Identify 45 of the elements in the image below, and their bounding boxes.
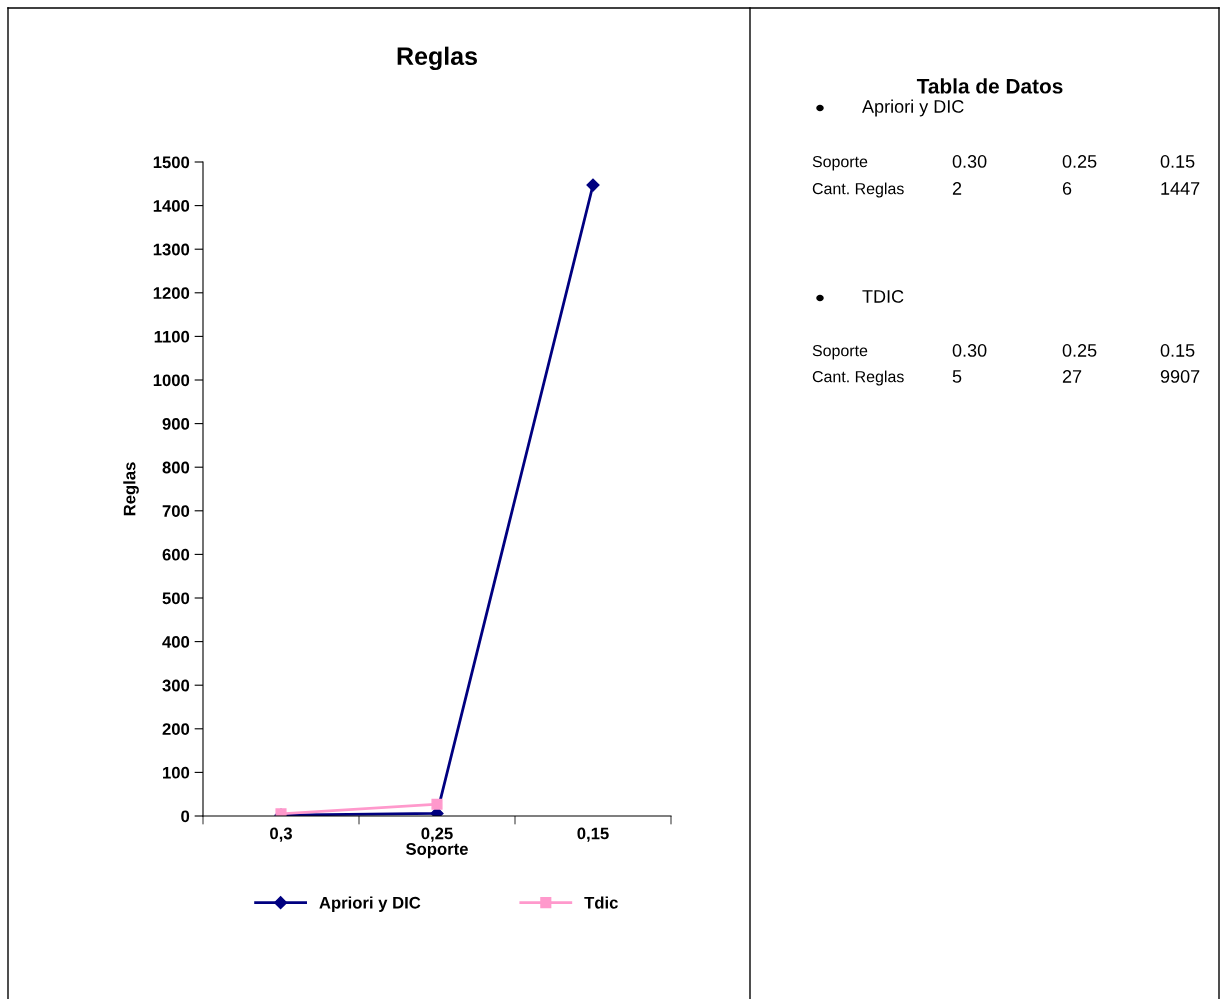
y-tick-label: 500	[162, 592, 190, 605]
chart-title: Reglas	[397, 46, 477, 71]
y-tick-label: 900	[162, 418, 190, 430]
text: Soporte	[812, 155, 868, 171]
point	[431, 798, 443, 810]
x-axis-title: Soporte	[406, 843, 468, 859]
y-tick-label: 800	[162, 461, 190, 474]
y-tick-label: 600	[162, 548, 190, 561]
y-tick-label: 1200	[153, 287, 190, 299]
y-tick-label: 1400	[153, 200, 190, 212]
text: 2	[952, 182, 962, 195]
text: 1447	[1161, 182, 1200, 195]
y-tick-label: 300	[162, 679, 190, 692]
text: Cant. Reglas	[812, 370, 904, 386]
text: Tabla de Datos	[916, 78, 1063, 94]
y-tick-label: 400	[162, 636, 190, 648]
text: 9907	[1160, 370, 1200, 383]
text: TDIC	[862, 290, 904, 303]
text: 0.25	[1062, 344, 1097, 357]
y-tick-label: 1300	[153, 243, 190, 256]
x-tick-label: 0,25	[421, 827, 453, 842]
text: Soporte	[812, 344, 868, 360]
y-tick-label: 1100	[154, 330, 190, 343]
text: 0.15	[1160, 344, 1195, 357]
text: 0.30	[952, 344, 987, 357]
y-tick-label: 1500	[153, 156, 190, 169]
text: 0.30	[952, 155, 987, 168]
x-tick-label: 0,15	[577, 827, 609, 842]
point	[586, 178, 600, 192]
y-tick-label: 1000	[153, 374, 190, 387]
y-tick-label: 200	[162, 723, 190, 735]
text: 27	[1062, 370, 1082, 383]
text: Cant. Reglas	[812, 182, 904, 198]
y-tick-label: 100	[163, 766, 190, 779]
x-tick-label: 0,3	[270, 827, 292, 842]
y-tick-label: 700	[162, 505, 190, 517]
y-axis-title: Reglas	[123, 462, 139, 516]
text: 0.25	[1062, 155, 1097, 168]
text: 6	[1062, 182, 1072, 195]
text: 5	[952, 370, 962, 383]
y-tick-label: 0	[181, 810, 190, 823]
legend-label: Tdic	[584, 896, 618, 909]
legend-label: Apriori y DIC	[319, 896, 421, 912]
text: 0.15	[1160, 155, 1195, 168]
text: Apriori y DIC	[862, 99, 964, 117]
